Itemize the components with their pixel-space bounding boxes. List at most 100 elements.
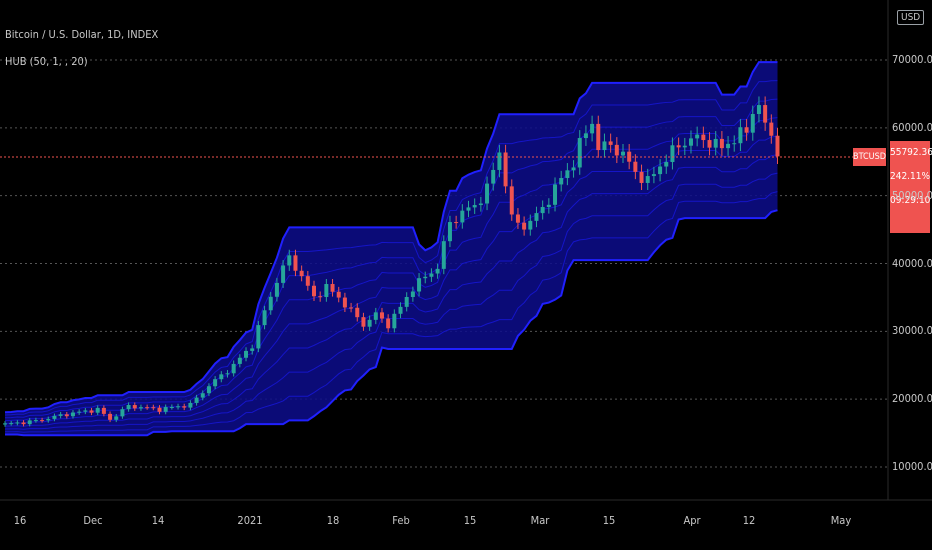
candle [386, 314, 391, 333]
candle [3, 421, 7, 427]
candle [515, 208, 520, 229]
candle [40, 417, 45, 423]
candle [670, 137, 675, 170]
candle [472, 198, 477, 214]
candle [540, 200, 545, 220]
y-tick-label: 40000.00 [892, 256, 932, 270]
band-fill [5, 62, 778, 436]
candle [695, 126, 700, 147]
candle [157, 405, 162, 415]
candle [732, 135, 737, 152]
candle [138, 404, 143, 411]
candle [237, 354, 242, 368]
candle [491, 162, 496, 191]
candle [633, 154, 638, 180]
band-line-6 [4, 172, 778, 430]
candle [355, 303, 360, 322]
candle [169, 404, 174, 410]
candle [769, 114, 774, 144]
candle [571, 160, 576, 178]
candle [361, 312, 366, 331]
band-line-5 [4, 154, 778, 427]
candle [503, 144, 508, 194]
candle [293, 249, 298, 277]
candle [373, 307, 378, 325]
x-tick-label: 14 [151, 514, 165, 527]
band-line-8 [5, 209, 778, 437]
candle [244, 347, 249, 362]
candle [417, 273, 422, 297]
candle [268, 292, 273, 315]
candle [52, 413, 57, 422]
candle [410, 286, 415, 302]
candle [756, 96, 761, 123]
candle [349, 302, 354, 313]
candle [478, 196, 483, 212]
y-tick-label: 70000.00 [892, 53, 932, 66]
candle [608, 133, 613, 153]
y-tick-label: 20000.00 [892, 392, 932, 406]
candles [3, 96, 780, 427]
candle [318, 291, 323, 302]
candle [262, 305, 267, 330]
candle [441, 235, 446, 275]
candle [101, 405, 106, 417]
candle [750, 105, 755, 141]
candle [182, 403, 187, 411]
x-tick-label: Feb [392, 514, 410, 527]
candle [522, 216, 527, 236]
candle [688, 130, 693, 154]
candle [120, 406, 125, 419]
candle [281, 260, 286, 288]
x-tick-label: 2021 [237, 514, 263, 527]
candle [132, 402, 137, 411]
x-tick-label: May [830, 514, 852, 527]
candle [200, 390, 205, 401]
candle [466, 200, 471, 218]
candle [738, 119, 743, 152]
candle [676, 137, 681, 156]
candle [83, 407, 88, 415]
candle [775, 127, 780, 164]
candle [324, 278, 329, 302]
last-price-value: 55792.36 [890, 147, 932, 158]
candle [719, 131, 724, 156]
x-tick-label: 16 [13, 514, 27, 527]
symbol-tag: BTCUSD [853, 148, 886, 166]
candle [194, 394, 199, 406]
candle [744, 119, 749, 141]
candle [639, 164, 644, 190]
candle [27, 418, 32, 427]
candle [404, 292, 409, 312]
candle [225, 370, 230, 378]
y-tick-label: 30000.00 [892, 324, 932, 338]
candle [713, 131, 718, 156]
candle [145, 404, 150, 410]
candle [577, 130, 582, 175]
candle [250, 344, 255, 355]
candle [565, 163, 570, 186]
candle [590, 115, 595, 142]
candle [21, 420, 26, 427]
candle [151, 404, 156, 411]
candle [763, 96, 768, 131]
candle [621, 144, 625, 164]
candle [274, 277, 279, 302]
last-price-box: 55792.36 242.11% 09:29:10 [890, 141, 932, 233]
candle [447, 215, 452, 248]
x-tick-label: Dec [83, 514, 103, 527]
candle [342, 292, 347, 313]
candle [546, 198, 551, 214]
candle [9, 420, 14, 426]
candle [108, 411, 113, 423]
candle [231, 360, 236, 377]
candle [46, 416, 51, 423]
currency-badge[interactable]: USD [897, 10, 925, 25]
candle [15, 420, 20, 426]
indicator-label[interactable]: HUB (50, 1, , 20) [5, 55, 88, 68]
band-line-4 [4, 135, 778, 424]
change-percent: 242.11% [890, 171, 931, 182]
hub-bands [4, 61, 778, 437]
candle [188, 400, 193, 411]
